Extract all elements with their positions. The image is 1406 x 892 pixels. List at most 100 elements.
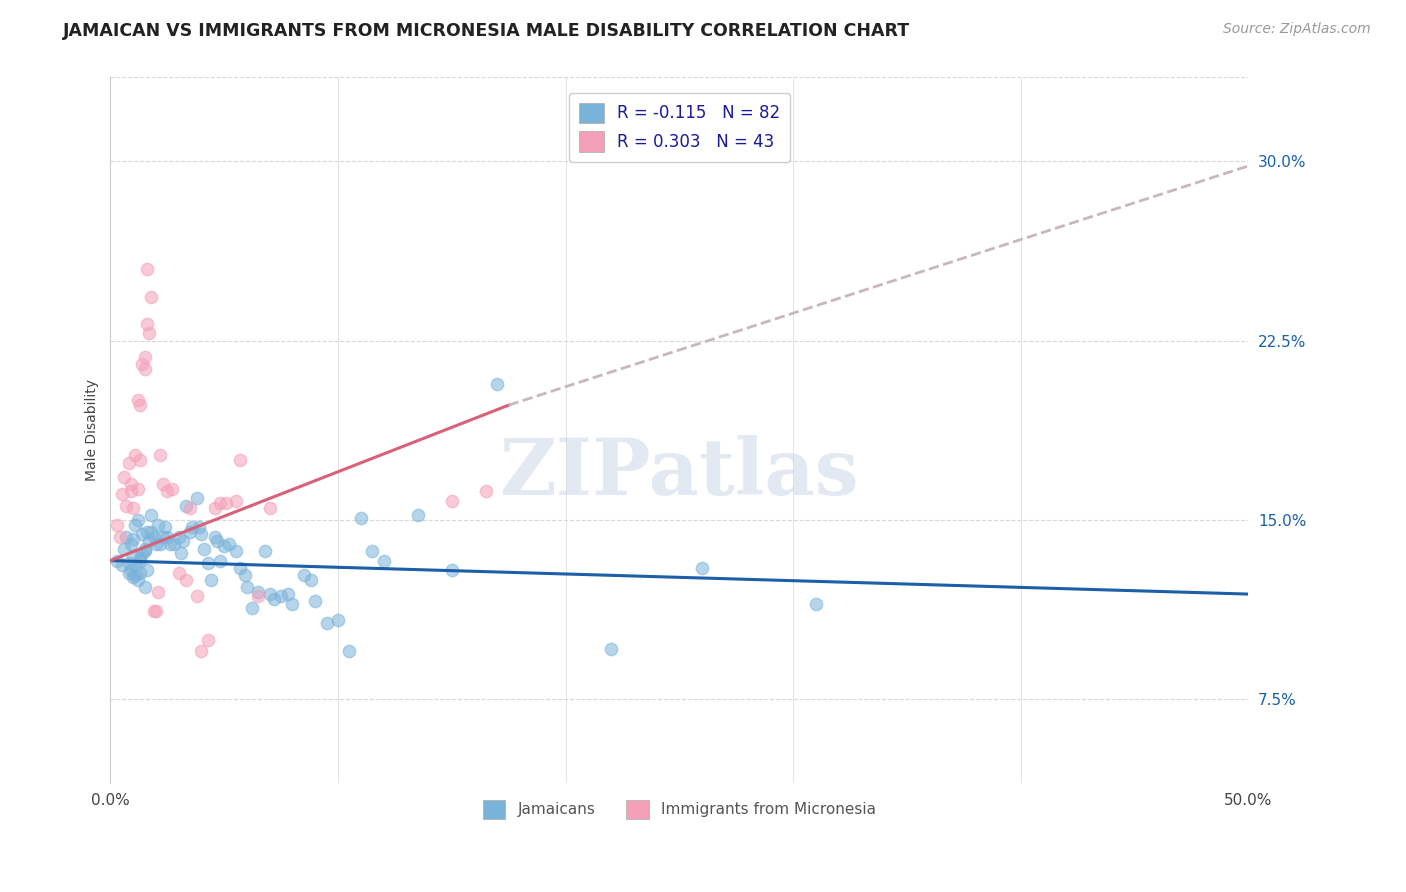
Text: ZIPatlas: ZIPatlas [499,434,859,510]
Point [122,500,145,515]
Point [440,493,463,508]
Point [134,362,156,376]
Point [129,453,152,467]
Text: JAMAICAN VS IMMIGRANTS FROM MICRONESIA MALE DISABILITY CORRELATION CHART: JAMAICAN VS IMMIGRANTS FROM MICRONESIA M… [63,22,911,40]
Point [236,580,259,594]
Point [153,520,176,534]
Point [208,553,231,567]
Point [148,584,170,599]
Point [156,530,179,544]
Point [212,539,235,553]
Point [204,500,226,515]
Point [804,597,827,611]
Point [142,530,165,544]
Point [170,546,193,560]
Point [229,453,252,467]
Point [163,537,186,551]
Point [122,549,145,563]
Point [141,291,163,305]
Point [141,524,163,539]
Point [406,508,429,523]
Point [117,566,139,580]
Point [141,508,163,523]
Point [142,604,165,618]
Point [108,530,131,544]
Point [254,544,277,558]
Point [215,496,238,510]
Point [105,553,128,567]
Point [197,632,219,647]
Point [225,544,247,558]
Point [131,527,153,541]
Point [112,541,135,556]
Point [135,317,157,331]
Point [115,499,138,513]
Point [193,541,215,556]
Point [120,537,142,551]
Point [486,376,509,391]
Point [159,537,181,551]
Point [127,482,149,496]
Point [218,537,240,551]
Point [174,499,197,513]
Point [167,566,190,580]
Point [127,513,149,527]
Point [156,484,179,499]
Point [105,517,128,532]
Point [152,477,174,491]
Point [259,500,281,515]
Point [233,568,256,582]
Point [350,510,373,524]
Point [281,597,304,611]
Point [124,568,146,582]
Y-axis label: Male Disability: Male Disability [86,379,100,482]
Point [149,448,172,462]
Point [373,553,395,567]
Point [229,561,252,575]
Point [179,500,201,515]
Point [138,326,160,341]
Point [304,594,326,608]
Point [160,482,183,496]
Point [204,530,226,544]
Point [181,520,204,534]
Point [120,563,142,577]
Point [167,530,190,544]
Point [225,493,247,508]
Legend: Jamaicans, Immigrants from Micronesia: Jamaicans, Immigrants from Micronesia [477,794,883,825]
Point [277,587,299,601]
Text: Source: ZipAtlas.com: Source: ZipAtlas.com [1223,22,1371,37]
Point [172,534,194,549]
Point [152,530,174,544]
Point [115,530,138,544]
Point [135,261,157,276]
Point [188,520,211,534]
Point [190,527,212,541]
Point [134,580,156,594]
Point [120,484,142,499]
Point [475,484,498,499]
Point [440,563,463,577]
Point [129,566,152,580]
Point [145,604,167,618]
Point [124,517,146,532]
Point [292,568,315,582]
Point [270,590,292,604]
Point [122,532,145,546]
Point [208,496,231,510]
Point [190,644,212,658]
Point [600,642,623,657]
Point [131,546,153,560]
Point [111,558,134,573]
Point [117,456,139,470]
Point [134,541,156,556]
Point [145,537,167,551]
Point [120,477,142,491]
Point [117,556,139,570]
Point [129,553,152,567]
Point [148,517,170,532]
Point [112,470,135,484]
Point [299,573,322,587]
Point [124,448,146,462]
Point [179,524,201,539]
